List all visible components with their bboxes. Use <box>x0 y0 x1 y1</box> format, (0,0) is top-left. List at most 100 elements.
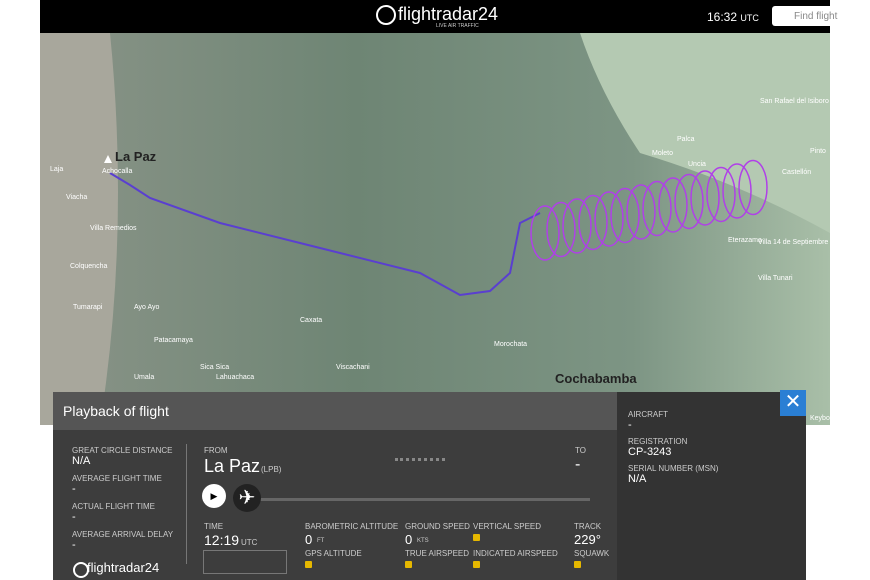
aircraft-value: CP-3243 <box>628 446 672 458</box>
place-label: Villa Tunari <box>758 275 793 282</box>
place-label: Moleto <box>652 150 673 157</box>
logo-icon <box>376 5 396 25</box>
metric-label: TRACK <box>574 522 602 531</box>
place-label: Viscachani <box>336 364 370 371</box>
aircraft-value: - <box>628 419 632 431</box>
place-label: Eterazama <box>728 237 762 244</box>
map[interactable]: La Paz Achocalla Laja Viacha Villa Remedios C… <box>40 33 830 425</box>
place-label: Keyboa <box>810 415 830 422</box>
place-label: Villa 14 de Septiembre <box>758 239 828 246</box>
close-button[interactable]: ✕ <box>780 390 806 416</box>
stat-label: GREAT CIRCLE DISTANCE <box>72 446 173 455</box>
stat-label: AVERAGE FLIGHT TIME <box>72 474 162 483</box>
time-unit: UTC <box>241 538 258 547</box>
place-label: Cochabamba <box>555 371 637 386</box>
play-button[interactable]: ▶ <box>202 484 226 508</box>
to-label: TO <box>575 446 586 455</box>
lock-icon <box>405 561 412 568</box>
metric-value: 0 <box>405 532 413 547</box>
tagline: LIVE AIR TRAFFIC <box>436 23 479 29</box>
metric-unit: KTS <box>417 538 429 544</box>
lock-icon <box>473 534 480 541</box>
place-label: Laja <box>50 166 63 173</box>
place-label: Sica Sica <box>200 364 229 371</box>
place-label: Castellón <box>782 169 811 176</box>
route-arrow <box>395 458 445 465</box>
clock: 16:32 UTC <box>707 10 759 24</box>
loop <box>594 191 624 247</box>
timeline[interactable] <box>253 498 590 501</box>
loop <box>690 170 720 226</box>
lock-icon <box>305 561 312 568</box>
metric-label: GPS ALTITUDE <box>305 549 362 558</box>
place-label: San Rafael del Isiboro <box>760 98 829 105</box>
place-label: Viacha <box>66 194 87 201</box>
logo[interactable]: flightradar24 <box>398 4 499 24</box>
place-label: Achocalla <box>102 168 132 175</box>
stat-value: - <box>72 539 76 551</box>
place-label: Ayo Ayo <box>134 304 160 311</box>
aircraft-label: SERIAL NUMBER (MSN) <box>628 464 719 473</box>
metric-unit: FT <box>317 538 325 544</box>
loop <box>562 198 592 254</box>
time-label: TIME <box>204 522 224 531</box>
loop <box>578 194 608 251</box>
loop <box>722 163 752 219</box>
search-placeholder: Find flight <box>794 11 838 22</box>
metric-label: INDICATED AIRSPEED <box>473 549 558 558</box>
loop <box>546 201 576 258</box>
loop <box>658 177 688 233</box>
place-label: Palca <box>677 136 695 143</box>
loop <box>530 205 560 261</box>
aircraft-label: AIRCRAFT <box>628 410 668 419</box>
metric-value: 0 <box>305 532 313 547</box>
loop <box>610 187 640 244</box>
place-label: Patacamaya <box>154 337 193 344</box>
aircraft-value: N/A <box>628 473 647 485</box>
place-label: La Paz <box>115 149 157 164</box>
panel-header: Playback of flight <box>53 392 617 430</box>
stat-value: - <box>72 511 76 523</box>
playback-panel: Playback of flight ✕ ▶ ✈ flightradar24 G… <box>53 390 806 580</box>
view-buttons[interactable] <box>203 550 287 574</box>
stat-label: ACTUAL FLIGHT TIME <box>72 502 155 511</box>
metric-label: GROUND SPEED <box>405 522 470 531</box>
search-box[interactable]: Find flight <box>772 6 842 26</box>
loop <box>738 159 768 216</box>
metric-value: 229° <box>574 532 601 547</box>
divider <box>186 444 187 564</box>
from: La Paz <box>204 456 261 476</box>
altiplano <box>40 33 118 425</box>
metric-label: VERTICAL SPEED <box>473 522 542 531</box>
from-code: (LPB) <box>261 465 282 474</box>
stat-label: AVERAGE ARRIVAL DELAY <box>72 530 174 539</box>
place-label: Umala <box>134 374 154 381</box>
metric-label: TRUE AIRSPEED <box>405 549 470 558</box>
footer-logo-icon <box>73 562 89 578</box>
flight-path <box>109 172 541 297</box>
place-label: Villa Remedios <box>90 225 137 232</box>
place-label: Caxata <box>300 317 322 324</box>
loop <box>706 166 736 223</box>
top-bar: flightradar24 LIVE AIR TRAFFIC 16:32 UTC… <box>40 0 842 33</box>
place-label: Lahuachaca <box>216 374 254 381</box>
place-label: Morochata <box>494 341 527 348</box>
time: 16:32 <box>707 10 738 24</box>
panel-title: Playback of flight <box>63 403 169 419</box>
loop <box>674 173 704 230</box>
to: - <box>575 456 581 473</box>
place-label: Pinto <box>810 148 826 155</box>
time-unit: UTC <box>740 13 759 23</box>
footer-logo: flightradar24 <box>87 560 160 575</box>
timeline-handle[interactable]: ✈ <box>233 484 261 512</box>
from-label: FROM <box>204 446 228 455</box>
place-label: Colquencha <box>70 263 107 270</box>
place-label: Tumarapi <box>73 304 103 311</box>
stat-value: N/A <box>72 455 91 467</box>
loop <box>626 184 656 240</box>
holding-pattern <box>530 159 768 261</box>
origin-marker <box>104 155 112 163</box>
metric-label: BAROMETRIC ALTITUDE <box>305 522 399 531</box>
lock-icon <box>473 561 480 568</box>
